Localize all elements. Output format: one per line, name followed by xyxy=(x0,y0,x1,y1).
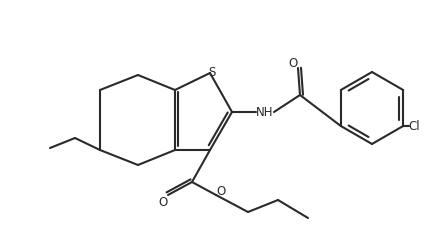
Text: Cl: Cl xyxy=(408,120,419,133)
Text: S: S xyxy=(208,65,215,78)
Text: O: O xyxy=(158,196,167,208)
Text: NH: NH xyxy=(256,106,273,119)
Text: O: O xyxy=(288,57,297,70)
Text: O: O xyxy=(216,184,225,197)
